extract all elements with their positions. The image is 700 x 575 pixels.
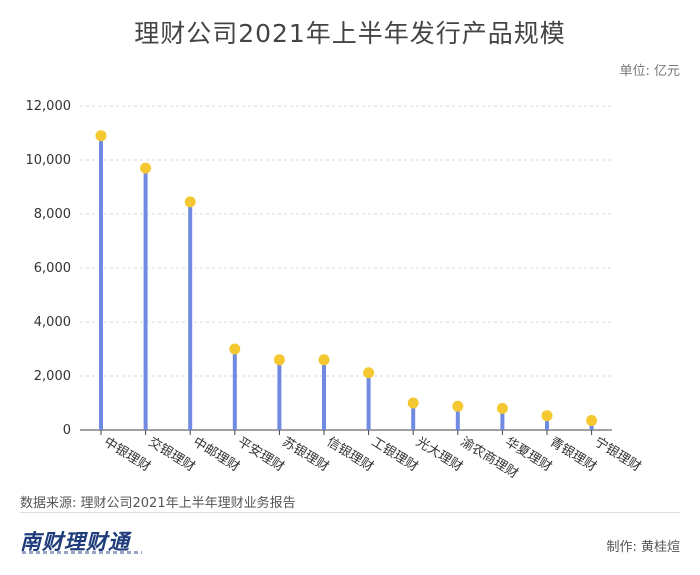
- y-tick-label: 6,000: [34, 261, 71, 276]
- x-tick-label: 信银理财: [324, 435, 376, 475]
- data-point: [586, 415, 598, 427]
- x-axis-ticks: 中银理财交银理财中邮理财平安理财苏银理财信银理财工银理财光大理财渝农商理财华夏理…: [100, 430, 644, 482]
- data-point: [541, 410, 553, 422]
- data-point: [318, 354, 330, 366]
- footer-divider: [20, 512, 680, 513]
- dots: [95, 130, 598, 427]
- x-tick-label: 中银理财: [101, 435, 153, 475]
- y-tick-label: 10,000: [26, 153, 72, 168]
- y-tick-label: 0: [63, 423, 71, 438]
- y-tick-label: 4,000: [34, 315, 71, 330]
- data-point: [184, 196, 196, 208]
- x-tick-label: 交银理财: [145, 434, 198, 475]
- x-tick-label: 中邮理财: [190, 435, 242, 475]
- y-tick-label: 12,000: [26, 99, 72, 114]
- author-credit: 制作: 黄桂煊: [606, 540, 680, 555]
- logo-underline-icon: [22, 551, 142, 554]
- x-tick-label: 宁银理财: [591, 434, 644, 475]
- x-tick-label: 平安理财: [235, 435, 287, 475]
- grid-lines: [80, 105, 612, 377]
- y-tick-label: 2,000: [34, 369, 71, 384]
- stems: [99, 135, 594, 430]
- data-point: [229, 343, 241, 355]
- data-point: [140, 162, 152, 174]
- data-point: [452, 400, 464, 412]
- lollipop-chart: 0 2,000 4,000 6,000 8,000 10,000 12,000 中银理财交银…: [26, 99, 645, 482]
- data-point: [273, 354, 285, 366]
- y-tick-label: 8,000: [34, 207, 71, 222]
- data-point: [407, 397, 419, 409]
- x-tick-label: 青银理财: [547, 435, 599, 475]
- x-tick-label: 苏银理财: [279, 434, 332, 475]
- data-point: [95, 130, 107, 142]
- data-point: [363, 367, 375, 379]
- brand-logo: 南财理财通: [20, 529, 130, 554]
- data-point: [496, 402, 508, 414]
- data-source: 数据来源: 理财公司2021年上半年理财业务报告: [20, 496, 296, 511]
- x-tick-label: 工银理财: [368, 435, 420, 475]
- y-axis-ticks: 0 2,000 4,000 6,000 8,000 10,000 12,000: [26, 99, 72, 438]
- x-tick-label: 光大理财: [413, 435, 465, 475]
- unit-label: 单位: 亿元: [619, 64, 680, 79]
- chart-title: 理财公司2021年上半年发行产品规模: [134, 19, 566, 48]
